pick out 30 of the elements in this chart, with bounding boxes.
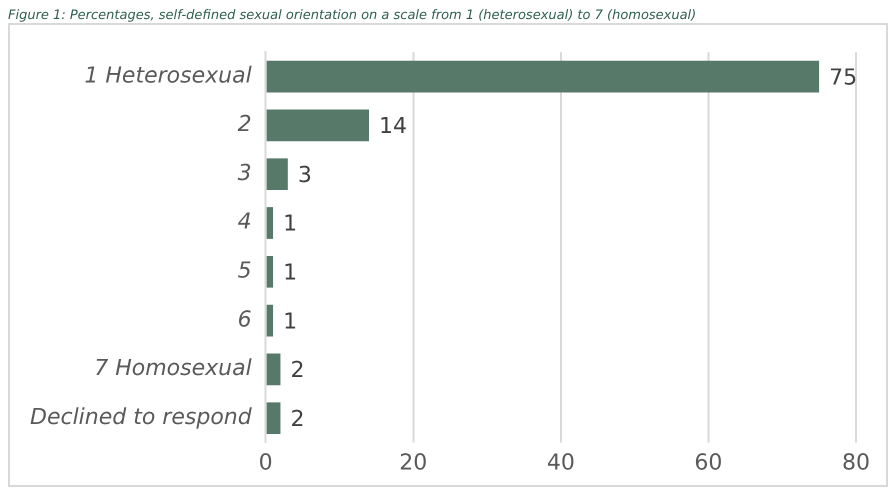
x-tick-label: 40: [546, 450, 575, 476]
bar: [266, 60, 820, 92]
x-tick-label: 0: [258, 450, 273, 476]
x-tick-label: 20: [399, 450, 428, 476]
data-label: 75: [829, 65, 858, 90]
data-label: 2: [290, 358, 304, 384]
y-tick-label: 3: [238, 160, 252, 186]
x-tick-label: 60: [694, 450, 722, 476]
bar: [266, 304, 274, 336]
data-label: 2: [290, 406, 304, 432]
bar: [266, 110, 369, 142]
bar: [266, 402, 280, 434]
bar: [266, 158, 288, 190]
y-tick-label: 7 Homosexual: [94, 356, 252, 382]
y-tick-label: Declined to respond: [30, 404, 253, 430]
data-label: 1: [283, 212, 298, 237]
y-tick-label: 4: [238, 210, 252, 235]
data-label: 3: [298, 162, 312, 188]
x-tick-label: 80: [842, 450, 870, 476]
chart-title: Figure 1: Percentages, self-defined sexual orientation on a scale from 1 (heterosexual) to 7 (homosexual): [8, 8, 698, 23]
y-tick-label: 6: [238, 307, 252, 332]
y-tick-label: 2: [238, 112, 252, 138]
bar: [266, 207, 274, 239]
y-tick-label: 5: [238, 258, 252, 284]
bar: [266, 256, 274, 288]
data-label: 14: [378, 114, 407, 140]
bar: [266, 354, 280, 386]
data-label: 1: [283, 309, 298, 334]
y-tick-label: 1 Heterosexual: [84, 63, 252, 88]
data-label: 1: [283, 260, 298, 286]
